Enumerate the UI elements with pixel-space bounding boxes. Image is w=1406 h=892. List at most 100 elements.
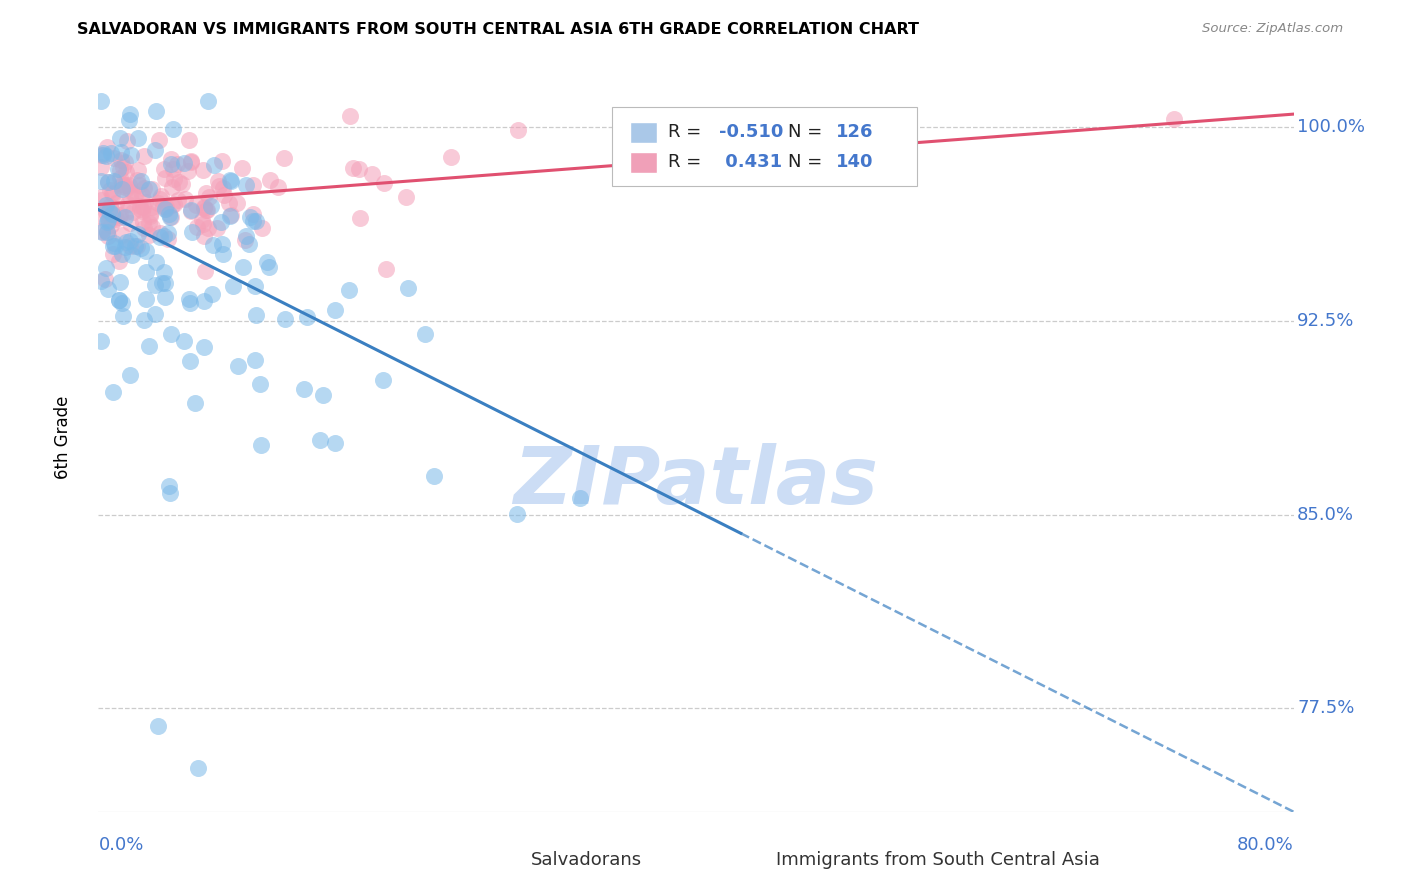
Point xyxy=(101,209,124,223)
Point xyxy=(214,187,236,202)
Text: Salvadorans: Salvadorans xyxy=(531,852,643,870)
Point xyxy=(129,198,152,212)
Point xyxy=(179,354,201,368)
Point xyxy=(127,227,149,242)
Point xyxy=(96,176,118,190)
Point xyxy=(177,164,200,178)
Point xyxy=(90,160,112,174)
Point xyxy=(218,195,240,210)
Point xyxy=(211,181,233,195)
Point xyxy=(201,287,224,301)
Text: SALVADORAN VS IMMIGRANTS FROM SOUTH CENTRAL ASIA 6TH GRADE CORRELATION CHART: SALVADORAN VS IMMIGRANTS FROM SOUTH CENT… xyxy=(77,22,920,37)
Point xyxy=(200,199,222,213)
Point xyxy=(184,395,207,409)
Point xyxy=(259,260,281,274)
Point xyxy=(174,192,197,206)
Point xyxy=(118,112,141,127)
Point xyxy=(569,491,592,505)
Point xyxy=(193,201,215,215)
Point xyxy=(155,200,177,214)
Point xyxy=(132,215,155,229)
Point xyxy=(308,434,330,448)
Point xyxy=(325,435,347,450)
Point xyxy=(292,382,315,396)
Point xyxy=(180,203,202,218)
Point xyxy=(110,145,132,159)
Text: N =: N = xyxy=(787,153,828,171)
Point xyxy=(167,175,190,189)
Point xyxy=(245,278,267,293)
Point xyxy=(132,200,155,214)
Point xyxy=(207,174,229,188)
Point xyxy=(108,254,131,268)
Point xyxy=(193,293,215,308)
Point xyxy=(121,204,143,219)
Point xyxy=(132,220,155,235)
Point xyxy=(94,198,117,212)
Point xyxy=(160,211,183,225)
Point xyxy=(221,279,243,293)
Point xyxy=(132,149,155,163)
Text: -0.510: -0.510 xyxy=(718,123,783,141)
Point xyxy=(148,230,170,244)
Point xyxy=(212,247,235,261)
Point xyxy=(111,247,134,261)
Point xyxy=(91,147,114,161)
Point xyxy=(221,208,243,222)
Point xyxy=(111,296,134,310)
Point xyxy=(104,239,127,253)
Point xyxy=(112,309,135,323)
Point xyxy=(157,232,180,246)
Point xyxy=(128,202,150,217)
Point xyxy=(129,241,152,255)
Point xyxy=(231,161,253,175)
Point xyxy=(91,145,114,160)
Point xyxy=(148,195,170,210)
FancyBboxPatch shape xyxy=(738,849,763,871)
Text: 126: 126 xyxy=(835,123,873,141)
Point xyxy=(148,132,170,146)
Point xyxy=(166,157,188,171)
Point xyxy=(117,196,139,211)
Point xyxy=(108,293,131,307)
Point xyxy=(173,156,195,170)
Point xyxy=(103,152,125,166)
Point xyxy=(134,194,156,209)
Point xyxy=(149,226,172,240)
Point xyxy=(132,313,155,327)
Point xyxy=(342,161,364,175)
Point xyxy=(93,211,115,225)
Point xyxy=(179,295,201,310)
Point xyxy=(90,190,112,204)
Text: 0.0%: 0.0% xyxy=(98,836,143,854)
Text: 85.0%: 85.0% xyxy=(1298,506,1354,524)
Point xyxy=(138,215,160,229)
Point xyxy=(160,326,183,341)
FancyBboxPatch shape xyxy=(613,107,917,186)
Point xyxy=(97,228,120,243)
Point xyxy=(118,189,141,203)
Point xyxy=(96,225,118,239)
Point xyxy=(100,219,122,233)
Point xyxy=(143,277,166,292)
Point xyxy=(110,153,132,167)
Point xyxy=(120,239,142,253)
Point xyxy=(1163,112,1185,127)
Point xyxy=(135,244,157,258)
Point xyxy=(219,174,242,188)
Point xyxy=(98,183,121,197)
Point xyxy=(94,272,117,286)
Point xyxy=(139,209,162,223)
Point xyxy=(177,133,200,147)
Point xyxy=(193,229,215,244)
Point xyxy=(100,145,122,160)
Point xyxy=(219,173,242,187)
Text: 140: 140 xyxy=(835,153,873,171)
Point xyxy=(440,150,463,164)
Point xyxy=(211,237,233,252)
Point xyxy=(131,203,153,218)
Text: 80.0%: 80.0% xyxy=(1237,836,1294,854)
Point xyxy=(160,157,183,171)
Point xyxy=(194,264,217,278)
Point xyxy=(108,131,131,145)
